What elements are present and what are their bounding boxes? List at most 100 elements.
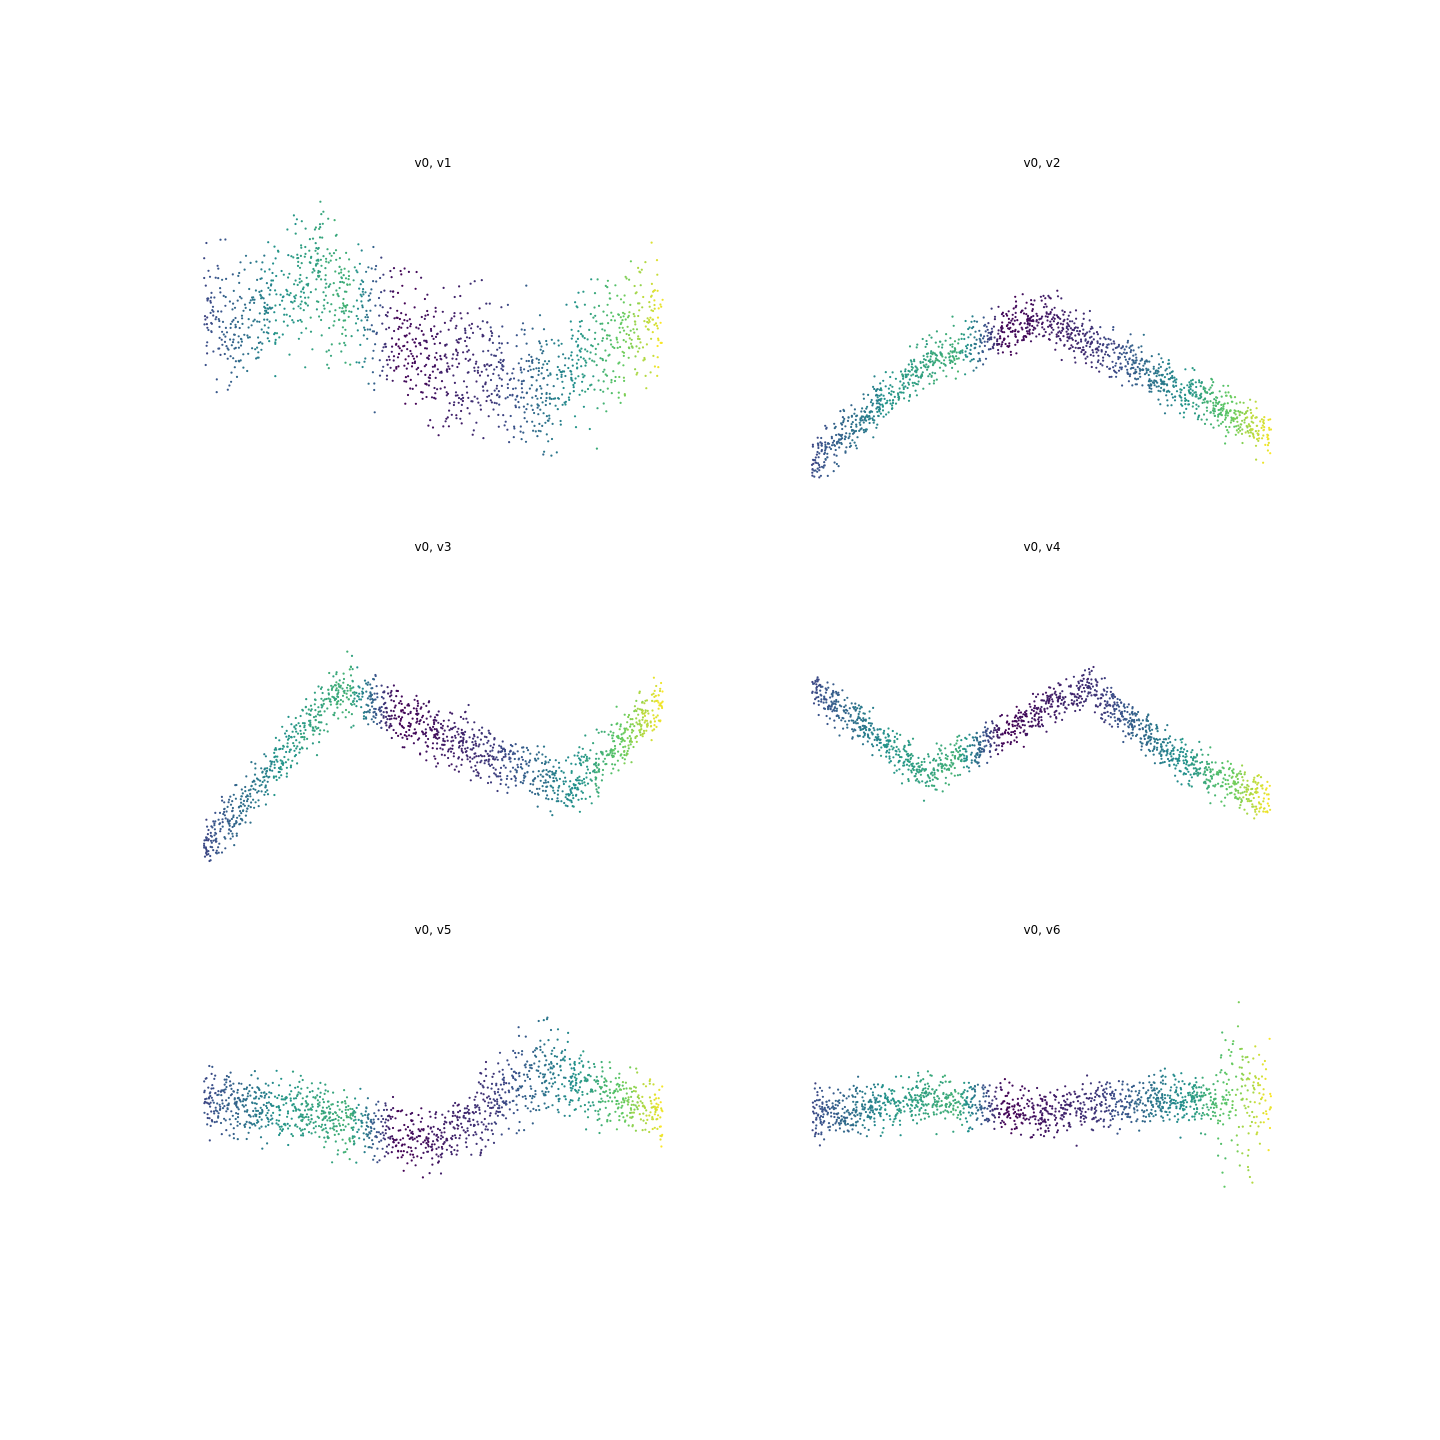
scatter-point	[414, 337, 417, 340]
scatter-point	[324, 267, 327, 270]
scatter-point	[289, 292, 292, 295]
scatter-point	[296, 283, 299, 286]
scatter-point	[325, 282, 328, 285]
scatter-point	[425, 717, 428, 720]
scatter-point	[338, 265, 341, 268]
scatter-point	[1116, 723, 1119, 726]
scatter-point	[230, 344, 233, 347]
scatter-point	[1095, 351, 1098, 354]
scatter-point	[1240, 801, 1243, 804]
scatter-point	[276, 755, 279, 758]
scatter-point	[219, 238, 222, 241]
scatter-point	[443, 754, 446, 757]
scatter-point	[249, 795, 252, 798]
scatter-point	[374, 343, 377, 346]
scatter-point	[405, 730, 408, 734]
scatter-point	[204, 363, 207, 367]
scatter-point	[833, 422, 836, 425]
scatter-point	[1123, 355, 1126, 358]
scatter-point	[984, 357, 988, 360]
scatter-point	[312, 727, 315, 730]
scatter-point	[330, 688, 333, 692]
scatter-point	[914, 370, 917, 373]
scatter-point	[879, 412, 883, 415]
scatter-point	[271, 306, 274, 309]
scatter-point	[508, 758, 511, 761]
scatter-point	[408, 725, 412, 728]
scatter-point	[633, 284, 636, 288]
scatter-point	[626, 721, 629, 724]
scatter-point	[952, 350, 955, 353]
scatter-point	[375, 280, 378, 283]
scatter-point	[581, 380, 584, 383]
scatter-point	[373, 707, 376, 710]
scatter-point	[1061, 323, 1065, 326]
scatter-point	[535, 379, 538, 382]
scatter-point	[349, 694, 352, 697]
scatter-point	[380, 684, 383, 687]
scatter-point	[636, 337, 640, 340]
scatter-point	[267, 326, 270, 329]
scatter-point	[378, 314, 381, 317]
scatter-point	[386, 363, 389, 366]
scatter-point	[545, 396, 548, 400]
scatter-point	[596, 766, 599, 769]
scatter-point	[279, 293, 282, 296]
scatter-point	[971, 315, 974, 318]
scatter-point	[1130, 349, 1133, 352]
scatter-point	[557, 761, 561, 764]
scatter-point	[1023, 335, 1026, 338]
scatter-point	[1214, 404, 1218, 408]
scatter-point	[616, 759, 620, 762]
scatter-point	[238, 281, 241, 284]
scatter-point	[386, 311, 389, 314]
scatter-point	[652, 289, 656, 292]
scatter-point	[1252, 421, 1255, 424]
scatter-point	[506, 386, 509, 390]
scatter-point	[498, 346, 501, 349]
scatter-point	[300, 244, 303, 247]
scatter-point	[437, 434, 440, 437]
scatter-point	[595, 771, 598, 774]
scatter-point	[475, 744, 478, 747]
scatter-point	[451, 744, 454, 747]
scatter-point	[632, 312, 635, 316]
scatter-point	[1141, 384, 1144, 387]
scatter-point	[249, 792, 252, 796]
scatter-point	[612, 749, 615, 752]
scatter-point	[1213, 414, 1216, 417]
scatter-point	[850, 425, 853, 429]
scatter-point	[620, 321, 623, 324]
scatter-point	[334, 249, 338, 252]
scatter-point	[236, 320, 240, 323]
scatter-point	[842, 419, 845, 422]
scatter-point	[1263, 416, 1266, 419]
scatter-point	[653, 323, 656, 326]
scatter-point	[409, 378, 412, 381]
scatter-point	[1036, 314, 1039, 317]
scatter-point	[489, 764, 492, 768]
scatter-point	[635, 345, 638, 348]
scatter-point	[1261, 437, 1264, 440]
scatter-point	[977, 360, 980, 363]
scatter-point	[433, 718, 436, 721]
scatter-point	[983, 344, 987, 347]
scatter-point	[1071, 338, 1074, 341]
scatter-point	[1224, 391, 1227, 394]
scatter-point	[1246, 430, 1249, 433]
scatter-point	[323, 698, 326, 701]
scatter-point	[304, 728, 307, 732]
scatter-point	[914, 772, 918, 775]
scatter-point	[1063, 344, 1066, 347]
scatter-point	[1066, 339, 1069, 342]
scatter-point	[639, 731, 642, 734]
scatter-point	[812, 462, 815, 465]
scatter-point	[530, 384, 533, 387]
scatter-point	[338, 286, 341, 290]
scatter-point	[1195, 407, 1198, 410]
scatter-point	[478, 307, 481, 310]
scatter-point	[1017, 711, 1020, 715]
scatter-point	[496, 393, 499, 396]
scatter-point	[498, 377, 501, 380]
scatter-point	[556, 797, 559, 800]
